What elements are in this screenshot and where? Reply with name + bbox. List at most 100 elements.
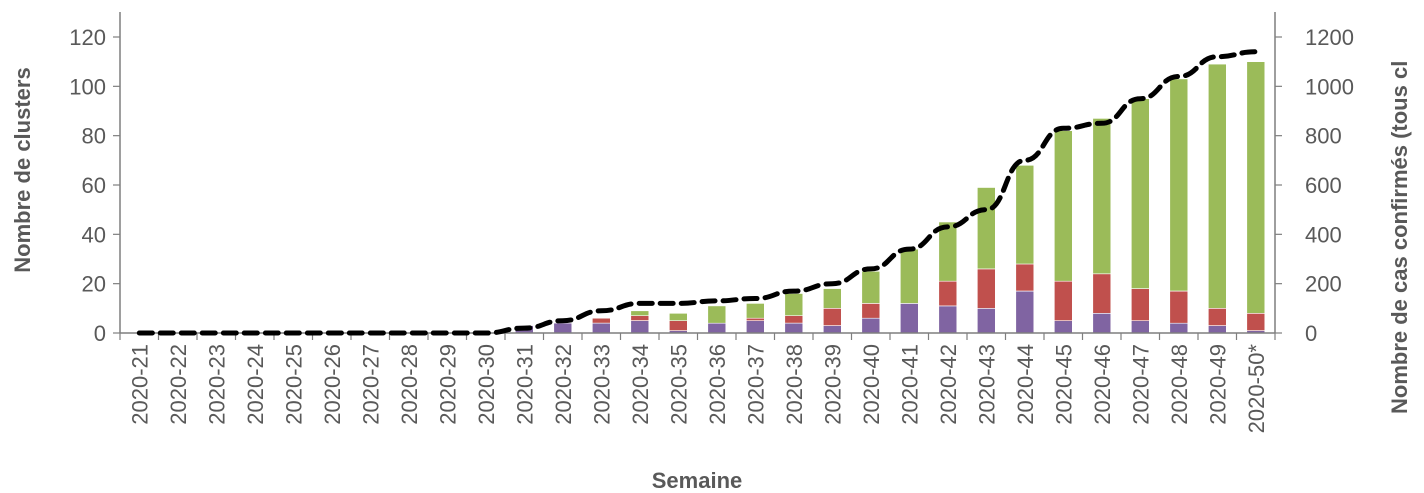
x-tick-label-9: 2020-30 — [474, 344, 499, 425]
bar-segment-0-20 — [899, 303, 919, 334]
bar-segment-0-11 — [553, 322, 573, 334]
y-right-tick-label-6: 1200 — [1305, 25, 1354, 50]
x-tick-label-22: 2020-43 — [974, 344, 999, 425]
y-left-tick-label-6: 120 — [69, 25, 106, 50]
bar-segment-0-28 — [1208, 325, 1227, 334]
bar-segment-1-28 — [1208, 307, 1227, 326]
x-tick-label-0: 2020-21 — [127, 344, 152, 425]
y-right-tick-label-3: 600 — [1305, 173, 1342, 198]
x-tick-label-28: 2020-49 — [1205, 344, 1230, 425]
bar-segment-1-29 — [1246, 312, 1266, 331]
x-tick-label-6: 2020-27 — [358, 344, 383, 425]
x-tick-label-5: 2020-26 — [320, 344, 345, 425]
bar-segment-1-23 — [1015, 263, 1035, 292]
bar-segment-0-25 — [1092, 312, 1112, 334]
bar-segment-2-15 — [707, 305, 727, 324]
bar-segment-0-17 — [784, 322, 804, 334]
x-tick-label-27: 2020-48 — [1167, 344, 1192, 425]
x-tick-label-11: 2020-32 — [551, 344, 576, 425]
bar-segment-2-18 — [822, 288, 842, 309]
bar-segment-0-23 — [1015, 290, 1035, 334]
x-tick-label-3: 2020-24 — [243, 344, 268, 425]
bar-segment-1-18 — [822, 307, 842, 326]
bar-segment-2-16 — [745, 303, 765, 319]
y-right-tick-label-2: 400 — [1305, 222, 1342, 247]
bar-segment-2-26 — [1131, 98, 1150, 289]
x-tick-label-1: 2020-22 — [166, 344, 191, 425]
bar-segment-1-12 — [591, 317, 611, 324]
bar-segment-2-14 — [668, 312, 688, 321]
bar-segment-1-17 — [784, 315, 804, 324]
bar-segment-2-22 — [976, 187, 996, 270]
x-tick-label-16: 2020-37 — [743, 344, 768, 425]
bar-segment-1-24 — [1054, 280, 1073, 322]
bar-segment-1-21 — [938, 280, 958, 307]
cases-line-layer — [136, 49, 1259, 336]
bar-segment-0-26 — [1131, 320, 1150, 334]
x-axis-title: Semaine — [652, 468, 743, 493]
bar-segment-1-27 — [1169, 290, 1189, 324]
y-left-tick-label-1: 20 — [82, 272, 106, 297]
x-tick-label-12: 2020-33 — [589, 344, 614, 425]
bar-segment-0-18 — [822, 325, 842, 334]
x-tick-label-18: 2020-39 — [820, 344, 845, 425]
x-tick-label-26: 2020-47 — [1128, 344, 1153, 425]
bar-segment-2-25 — [1092, 118, 1112, 275]
bar-segment-0-16 — [745, 320, 765, 334]
bar-segment-1-16 — [745, 317, 765, 322]
x-tick-label-2: 2020-23 — [204, 344, 229, 425]
bar-segment-1-19 — [861, 303, 881, 319]
bar-segment-2-19 — [861, 270, 881, 304]
bar-segment-0-15 — [707, 322, 727, 334]
labels-layer: 0204060801001200200400600800100012002020… — [69, 25, 1354, 433]
bars-layer — [514, 61, 1266, 334]
x-tick-label-10: 2020-31 — [512, 344, 537, 425]
x-tick-label-17: 2020-38 — [782, 344, 807, 425]
bar-segment-0-19 — [861, 317, 881, 334]
bar-segment-2-17 — [784, 293, 804, 317]
y-right-tick-label-5: 1000 — [1305, 74, 1354, 99]
y-axis-right-title: Nombre de cas confirmés (tous cl — [1387, 61, 1412, 414]
x-tick-label-13: 2020-34 — [628, 344, 653, 425]
x-tick-label-29: 2020-50* — [1244, 344, 1269, 434]
x-tick-label-14: 2020-35 — [666, 344, 691, 425]
x-tick-label-19: 2020-40 — [859, 344, 884, 425]
bar-segment-2-13 — [630, 310, 650, 316]
x-tick-label-20: 2020-41 — [897, 344, 922, 425]
bar-segment-0-24 — [1054, 320, 1073, 334]
cases-line — [136, 49, 1259, 336]
x-tick-label-8: 2020-29 — [435, 344, 460, 425]
bar-segment-0-27 — [1169, 322, 1189, 334]
bar-segment-2-20 — [899, 248, 919, 304]
x-tick-label-4: 2020-25 — [281, 344, 306, 425]
bar-segment-1-26 — [1131, 288, 1150, 322]
y-right-tick-label-4: 800 — [1305, 124, 1342, 149]
bar-segment-2-21 — [938, 221, 958, 282]
bar-segment-2-27 — [1169, 78, 1189, 292]
x-tick-label-7: 2020-28 — [397, 344, 422, 425]
bar-segment-2-24 — [1054, 130, 1073, 282]
bar-segment-2-23 — [1015, 165, 1035, 265]
bar-segment-0-13 — [630, 320, 650, 334]
bar-segment-2-28 — [1208, 63, 1227, 309]
x-tick-label-24: 2020-45 — [1051, 344, 1076, 425]
y-left-tick-label-4: 80 — [82, 124, 106, 149]
x-tick-label-15: 2020-36 — [705, 344, 730, 425]
x-tick-label-23: 2020-44 — [1013, 344, 1038, 425]
bar-segment-1-22 — [976, 268, 996, 309]
bar-segment-2-29 — [1246, 61, 1266, 314]
bar-segment-1-13 — [630, 315, 650, 321]
x-tick-label-21: 2020-42 — [936, 344, 961, 425]
y-left-tick-label-2: 40 — [82, 222, 106, 247]
y-right-tick-label-0: 0 — [1305, 321, 1317, 346]
y-left-tick-label-0: 0 — [94, 321, 106, 346]
x-tick-label-25: 2020-46 — [1090, 344, 1115, 425]
y-left-tick-label-5: 100 — [69, 74, 106, 99]
bar-segment-0-21 — [938, 305, 958, 334]
bar-segment-0-12 — [591, 322, 611, 334]
y-left-tick-label-3: 60 — [82, 173, 106, 198]
bar-segment-0-22 — [976, 307, 996, 334]
y-axis-left-title: Nombre de clusters — [10, 67, 35, 272]
y-right-tick-label-1: 200 — [1305, 272, 1342, 297]
